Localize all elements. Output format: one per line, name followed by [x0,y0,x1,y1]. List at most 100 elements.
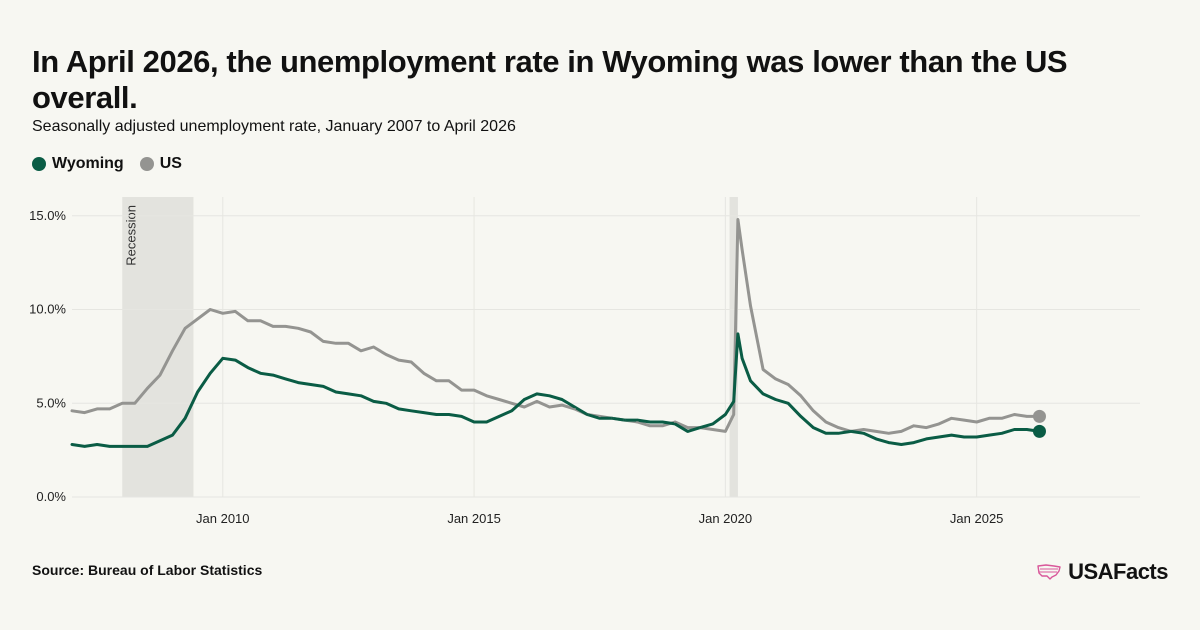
data-point-us [548,405,551,409]
data-point-wyoming [774,398,777,401]
chart-title: In April 2026, the unemployment rate in … [32,44,1068,115]
data-point-wyoming [535,392,539,396]
us-map-icon [1037,564,1061,580]
data-point-us [372,345,375,349]
data-point-wyoming [761,392,765,396]
data-point-wyoming [384,402,388,405]
legend-item-us[interactable]: US [139,155,182,173]
data-point-us [347,342,350,345]
data-point-us [937,422,941,426]
data-point-wyoming [673,422,677,426]
data-point-us [384,353,388,356]
chart-subtitle: Seasonally adjusted unemployment rate, J… [32,118,516,135]
data-point-wyoming [372,400,375,403]
data-point-wyoming [334,390,338,394]
data-point-us [284,325,287,328]
data-point-us [108,407,111,411]
data-point-wyoming [988,433,991,437]
data-point-wyoming [296,381,300,384]
data-point-us [736,218,740,221]
legend-label-us: US [159,155,182,172]
y-axis: 0.0% 5.0% 10.0% 15.0% [29,208,66,504]
data-point-wyoming [661,420,664,424]
data-point-us [359,349,363,352]
data-point-wyoming [548,394,551,397]
y-tick-label: 0.0% [36,489,66,504]
data-point-us [837,426,840,429]
data-point-us [309,330,312,334]
data-point-us [724,430,727,433]
data-point-wyoming [221,357,224,360]
data-point-wyoming [740,357,744,360]
data-point-wyoming [460,415,463,418]
data-point-wyoming [309,383,312,386]
data-point-wyoming [711,422,714,426]
data-point-wyoming [347,392,350,396]
data-point-us [296,327,300,330]
data-point-us [912,424,916,427]
data-point-us [271,325,275,328]
data-point-wyoming [83,445,86,448]
data-point-wyoming [724,413,727,416]
data-point-us [925,426,928,429]
data-point-wyoming [422,411,426,414]
data-point-wyoming [887,441,890,444]
data-point-wyoming [108,445,111,448]
data-point-us [749,304,752,307]
data-point-us [447,379,451,382]
data-point-wyoming [1000,432,1003,435]
data-point-us [70,409,74,412]
data-point-us [510,402,513,405]
data-point-wyoming [732,400,735,403]
data-point-wyoming [950,433,953,437]
data-point-us [636,420,639,424]
data-point-us [322,340,325,343]
y-tick-label: 5.0% [36,395,66,410]
data-point-us [560,403,564,407]
brand-name: USAFacts [1068,559,1168,584]
series-points [70,218,1041,448]
data-point-wyoming [121,445,124,448]
data-point-wyoming [70,443,74,446]
x-tick-label: Jan 2025 [950,511,1004,526]
data-point-us [761,368,765,371]
legend-item-wyoming[interactable]: Wyoming [32,155,124,173]
data-point-us [410,360,413,364]
y-tick-label: 15.0% [29,208,66,223]
grid [72,197,1140,498]
recession-label: Recession [123,205,138,266]
x-tick-label: Jan 2020 [699,511,753,526]
series-lines [70,218,1041,448]
data-point-wyoming [837,432,840,435]
data-point-us [95,407,99,411]
data-point-wyoming [485,420,488,424]
data-point-wyoming [937,435,941,439]
data-point-wyoming [435,413,438,416]
data-point-us [259,319,262,322]
data-point-us [661,424,664,427]
end-marker-wyoming [1032,424,1046,438]
data-point-us [740,248,744,251]
data-point-us [397,358,400,362]
data-point-us [900,430,903,433]
x-tick-label: Jan 2015 [447,511,501,526]
data-point-wyoming [158,439,162,442]
data-point-us [422,372,426,375]
brand-logo[interactable]: USAFacts [1036,559,1168,585]
data-point-wyoming [799,415,802,418]
data-point-us [183,327,187,330]
data-point-us [988,417,991,420]
data-point-wyoming [1013,428,1016,431]
data-point-wyoming [686,430,689,433]
legend-swatch-wyoming [32,157,46,171]
data-point-wyoming [912,441,916,444]
data-point-wyoming [410,409,413,412]
data-point-wyoming [523,398,526,401]
series-line-us [70,218,1041,435]
data-point-us [498,398,501,401]
data-point-us [334,342,338,345]
data-point-wyoming [259,372,262,375]
data-point-us [824,420,828,424]
data-point-wyoming [271,373,275,377]
data-point-us [786,383,790,386]
